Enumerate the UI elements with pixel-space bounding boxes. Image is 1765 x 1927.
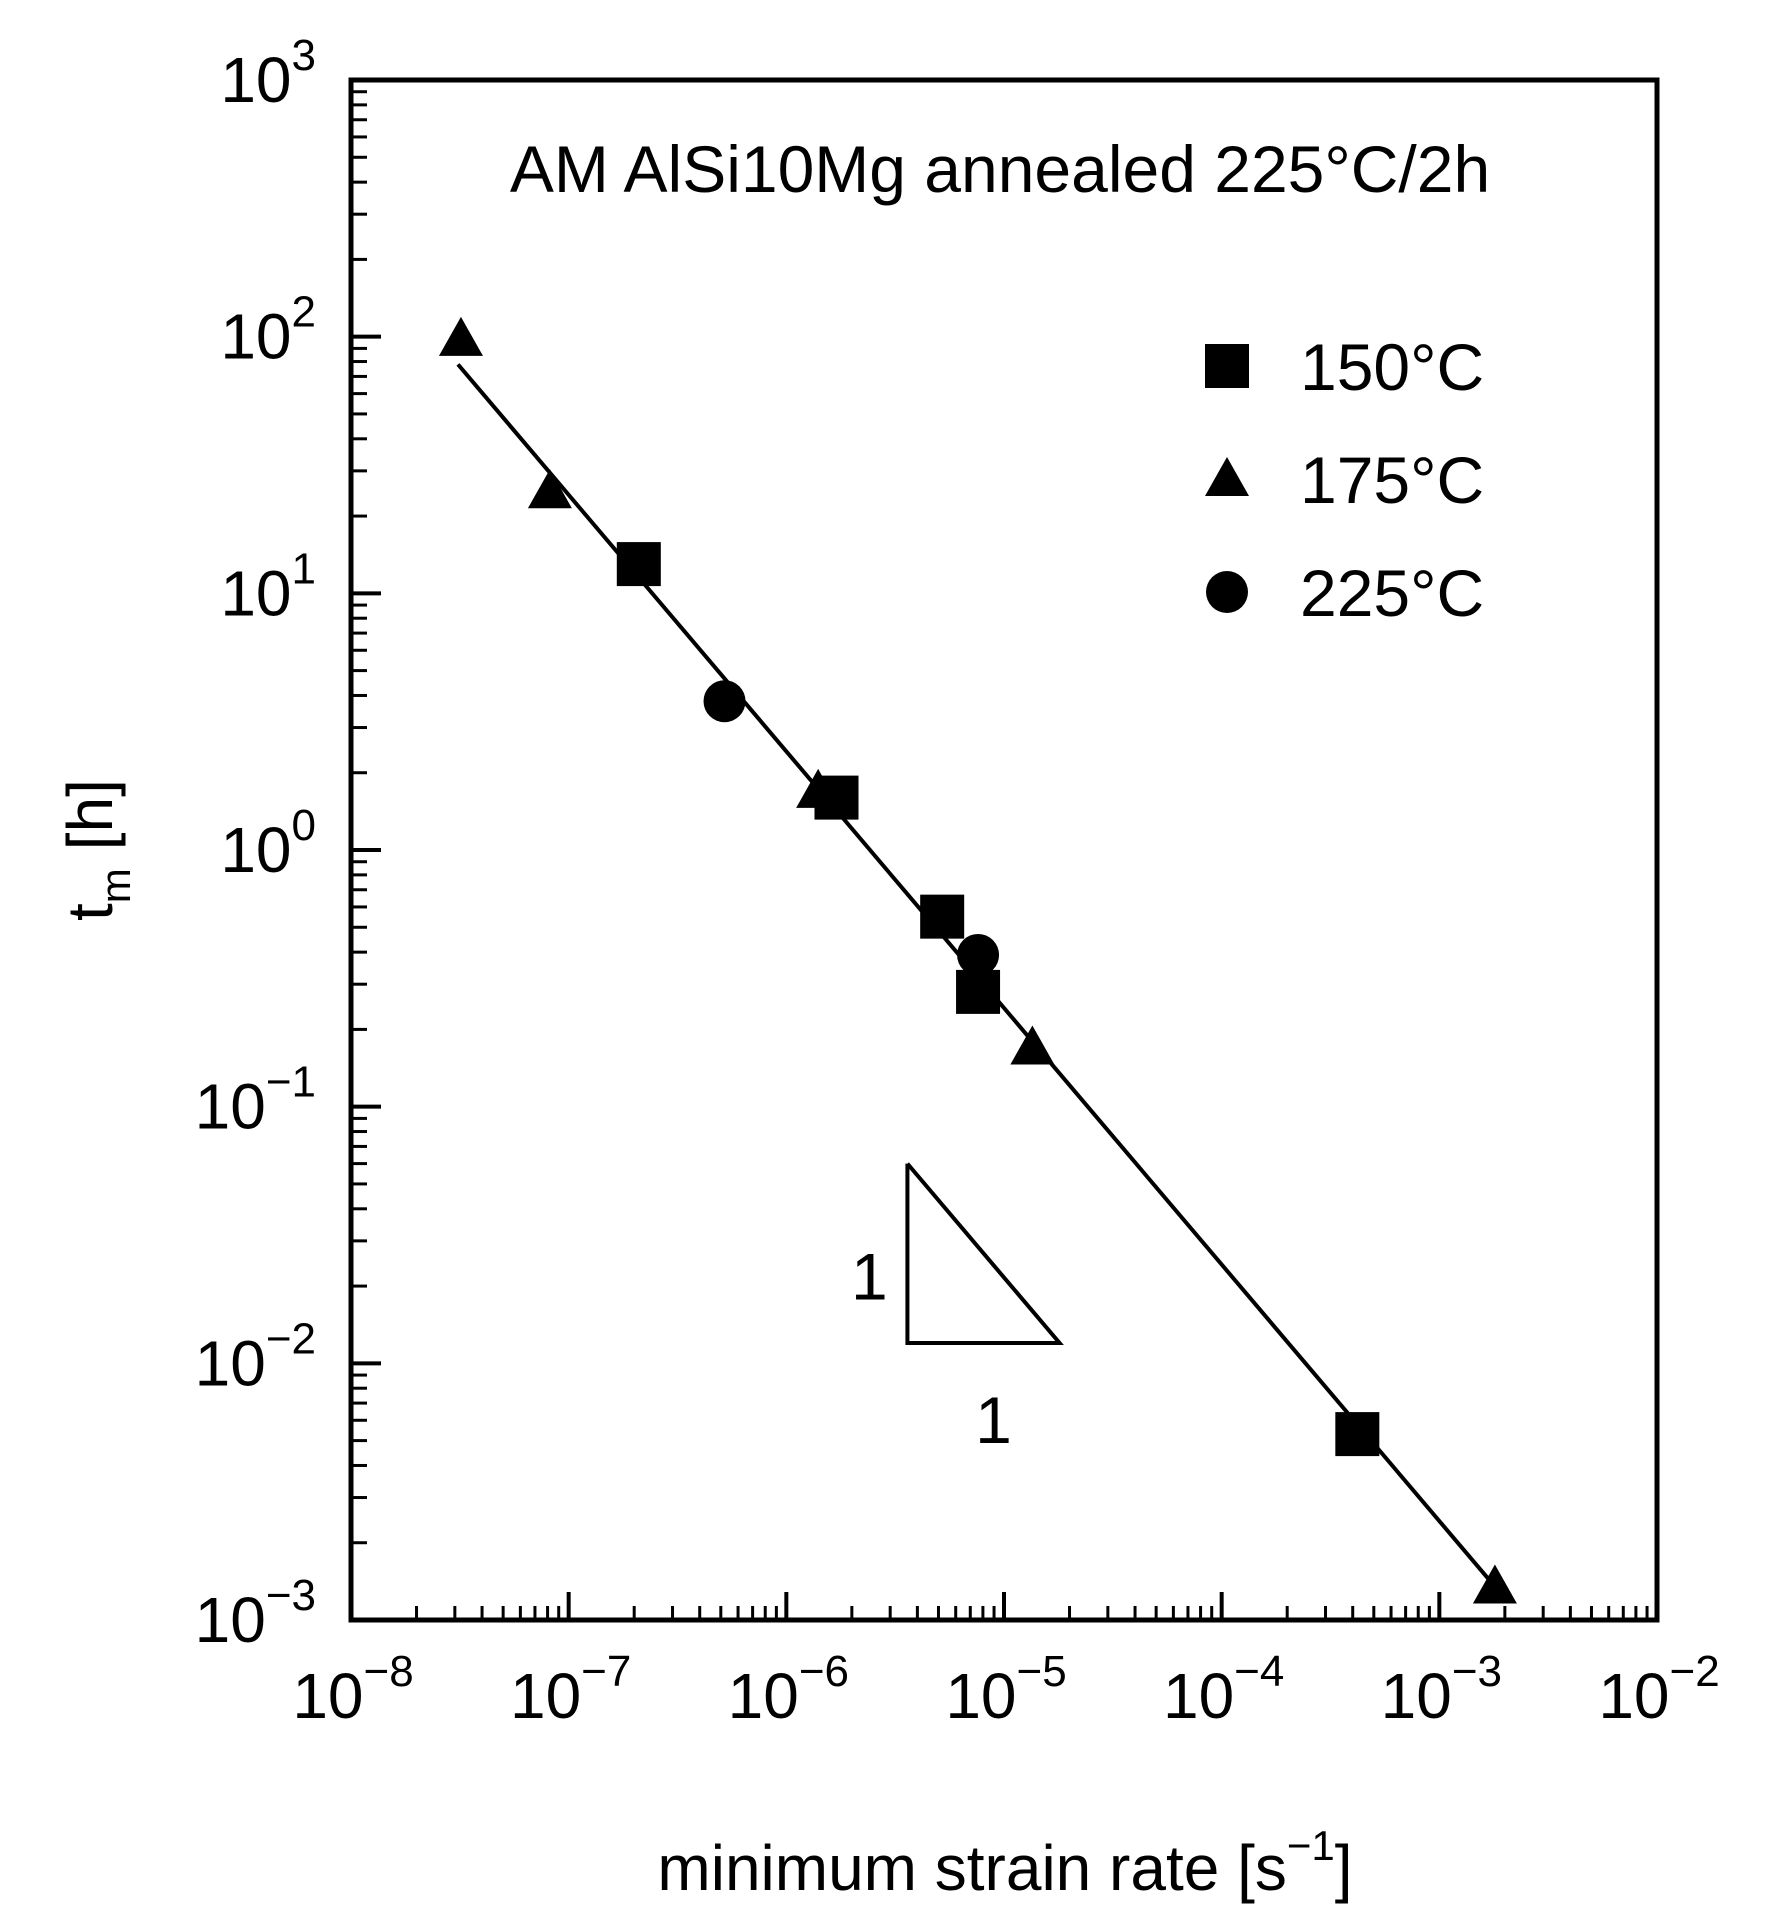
y-axis-label-sub: m — [92, 868, 139, 903]
y-tick-label: 101 — [220, 544, 316, 629]
legend-label: 175°C — [1300, 443, 1484, 517]
y-axis-label: tm [h] — [54, 779, 139, 921]
y-tick-label-exp: 0 — [292, 801, 316, 850]
y-tick-label-exp: 3 — [292, 31, 316, 80]
legend-marker-triangle — [1205, 457, 1249, 496]
x-tick-label-exp: −5 — [1017, 1647, 1067, 1696]
data-points — [438, 316, 1517, 1604]
x-tick-label: 10−6 — [728, 1647, 849, 1732]
x-axis-label-base: minimum strain rate [s — [657, 1832, 1286, 1904]
x-tick-label-exp: −3 — [1452, 1647, 1502, 1696]
x-tick-label: 10−7 — [510, 1647, 631, 1732]
x-tick-label-base: 10 — [292, 1660, 363, 1732]
legend-label: 150°C — [1300, 330, 1484, 404]
y-tick-label-base: 10 — [220, 44, 291, 116]
y-tick-label: 100 — [220, 801, 316, 886]
y-tick-label: 103 — [220, 31, 316, 116]
x-tick-label-base: 10 — [728, 1660, 799, 1732]
data-point-triangle — [1010, 1025, 1055, 1065]
plot-frame — [348, 77, 1660, 1623]
x-tick-label: 10−8 — [292, 1647, 413, 1732]
x-tick-label-base: 10 — [1598, 1660, 1669, 1732]
y-axis-label-main: t — [54, 903, 126, 921]
x-tick-label-exp: −2 — [1670, 1647, 1720, 1696]
x-axis-label-exp: −1 — [1287, 1822, 1335, 1869]
y-tick-label-base: 10 — [195, 1071, 266, 1143]
x-tick-label-base: 10 — [1163, 1660, 1234, 1732]
y-axis-label-unit: [h] — [54, 779, 126, 850]
x-tick-label-exp: −8 — [364, 1647, 414, 1696]
x-tick-label-base: 10 — [1381, 1660, 1452, 1732]
y-tick-label: 10−3 — [195, 1571, 316, 1656]
x-tick-label: 10−2 — [1598, 1647, 1719, 1732]
x-tick-label: 10−5 — [945, 1647, 1066, 1732]
x-tick-label: 10−4 — [1163, 1647, 1284, 1732]
x-tick-label-base: 10 — [945, 1660, 1016, 1732]
y-minor-ticks — [351, 90, 367, 1545]
data-point-triangle — [527, 469, 572, 509]
y-tick-label-exp: 1 — [292, 544, 316, 593]
y-tick-label-base: 10 — [220, 301, 291, 373]
y-tick-label-base: 10 — [220, 814, 291, 886]
data-point-triangle — [796, 768, 841, 808]
x-tick-label-exp: −7 — [581, 1647, 631, 1696]
x-tick-label-base: 10 — [510, 1660, 581, 1732]
y-tick-label-exp: −3 — [266, 1571, 316, 1620]
data-point-triangle — [438, 316, 483, 356]
legend-marker-circle — [1206, 571, 1248, 613]
data-point-circle — [703, 680, 746, 723]
slope-horizontal-label: 1 — [975, 1383, 1012, 1457]
y-tick-label-base: 10 — [195, 1584, 266, 1656]
data-point-square — [920, 894, 965, 939]
y-tick-label-exp: −2 — [266, 1314, 316, 1363]
y-tick-label: 102 — [220, 288, 316, 373]
y-tick-label: 10−1 — [195, 1058, 316, 1143]
legend: 150°C 175°C 225°C — [1205, 330, 1484, 630]
y-tick-label-exp: −1 — [266, 1058, 316, 1107]
data-point-square — [616, 542, 661, 587]
data-point-square — [1335, 1412, 1380, 1457]
x-tick-labels: 10−8 10−7 10−6 10−5 10−4 10−3 10−2 — [292, 1647, 1719, 1732]
y-tick-label-base: 10 — [195, 1327, 266, 1399]
x-axis-label-close: ] — [1335, 1832, 1353, 1904]
slope-vertical-label: 1 — [851, 1239, 888, 1313]
slope-triangle — [905, 1162, 1064, 1346]
chart-title: AM AlSi10Mg annealed 225°C/2h — [510, 132, 1490, 206]
y-tick-label-base: 10 — [220, 557, 291, 629]
x-tick-label-exp: −4 — [1234, 1647, 1284, 1696]
legend-label: 225°C — [1300, 556, 1484, 630]
y-tick-label: 10−2 — [195, 1314, 316, 1399]
x-axis-label: minimum strain rate [s−1] — [657, 1822, 1352, 1904]
data-point-circle — [957, 933, 1000, 976]
legend-marker-square — [1205, 344, 1249, 388]
x-tick-label: 10−3 — [1381, 1647, 1502, 1732]
y-tick-label-exp: 2 — [292, 288, 316, 337]
data-point-triangle — [1472, 1564, 1517, 1604]
data-point-square — [956, 969, 1001, 1014]
x-tick-label-exp: −6 — [799, 1647, 849, 1696]
